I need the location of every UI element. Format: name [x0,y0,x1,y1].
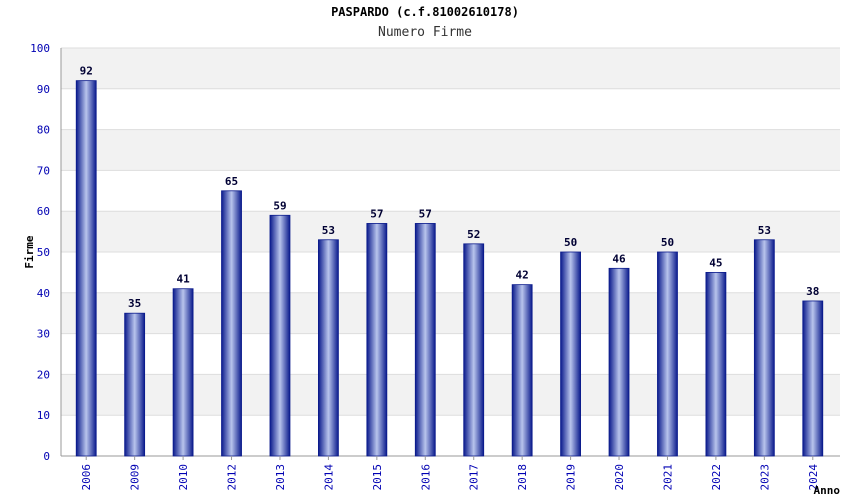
x-tick-label: 2020 [613,464,626,491]
bar [657,251,678,457]
data-label: 57 [419,207,432,220]
y-tick-label: 20 [37,368,50,381]
bar [608,267,630,457]
y-tick-label: 100 [30,42,50,55]
x-axis-label: Anno [814,484,841,497]
x-tick-label: 2012 [226,464,239,491]
x-tick-label: 2017 [468,464,481,491]
grid-bands [61,48,840,416]
bar [75,80,97,457]
bar [414,223,436,457]
y-tick-label: 90 [37,83,50,96]
data-label: 53 [322,224,335,237]
y-tick-label: 40 [37,287,50,300]
data-label: 45 [709,256,722,269]
x-tick-labels: 2006 2009 2010 2012 2013 2014 2015 2016 2017 2018… [80,456,820,491]
data-label: 38 [806,285,819,298]
y-tick-label: 0 [43,450,50,463]
x-tick-label: 2009 [129,464,142,491]
y-tick-labels: 0 10 20 30 40 50 60 70 80 90 100 [30,42,50,463]
bar [269,214,291,457]
bar [318,239,339,457]
y-tick-label: 70 [37,164,50,177]
grid-band [61,129,840,171]
bar [366,223,388,457]
data-label: 35 [128,297,141,310]
bar [560,251,581,457]
y-tick-label: 10 [37,409,50,422]
chart-title: PASPARDO (c.f.81002610178) [331,5,519,19]
grid-band [61,48,840,89]
x-tick-label: 2016 [419,464,432,491]
y-tick-label: 80 [37,124,50,137]
bar [221,190,242,457]
data-label: 57 [370,207,383,220]
data-label: 59 [273,199,286,212]
x-tick-label: 2018 [516,464,529,491]
data-label: 92 [80,65,93,78]
y-tick-label: 60 [37,205,50,218]
bar [124,312,146,457]
x-tick-label: 2019 [565,464,578,491]
x-tick-label: 2013 [274,464,287,491]
x-tick-label: 2014 [322,464,335,491]
data-label: 52 [467,228,480,241]
y-tick-label: 30 [37,328,50,341]
x-tick-label: 2010 [177,464,190,491]
y-tick-label: 50 [37,246,50,259]
data-label: 41 [176,273,190,286]
data-label: 42 [516,269,529,282]
bar [172,288,194,457]
data-label: 65 [225,175,238,188]
chart-subtitle: Numero Firme [378,25,472,40]
x-tick-label: 2015 [371,464,384,491]
grid-band [61,211,840,252]
data-label: 53 [758,224,771,237]
bar [511,284,533,457]
x-tick-label: 2024 [807,464,820,491]
bar [705,271,727,457]
y-axis-label: Firme [23,235,36,268]
x-tick-label: 2006 [80,464,93,491]
data-label: 50 [661,236,674,249]
data-label: 50 [564,236,577,249]
x-tick-label: 2023 [758,464,771,491]
data-label: 46 [612,252,626,265]
bar [463,243,485,457]
x-tick-label: 2022 [710,464,723,491]
x-tick-label: 2021 [661,464,674,491]
bar [802,300,824,457]
bar [753,239,775,457]
